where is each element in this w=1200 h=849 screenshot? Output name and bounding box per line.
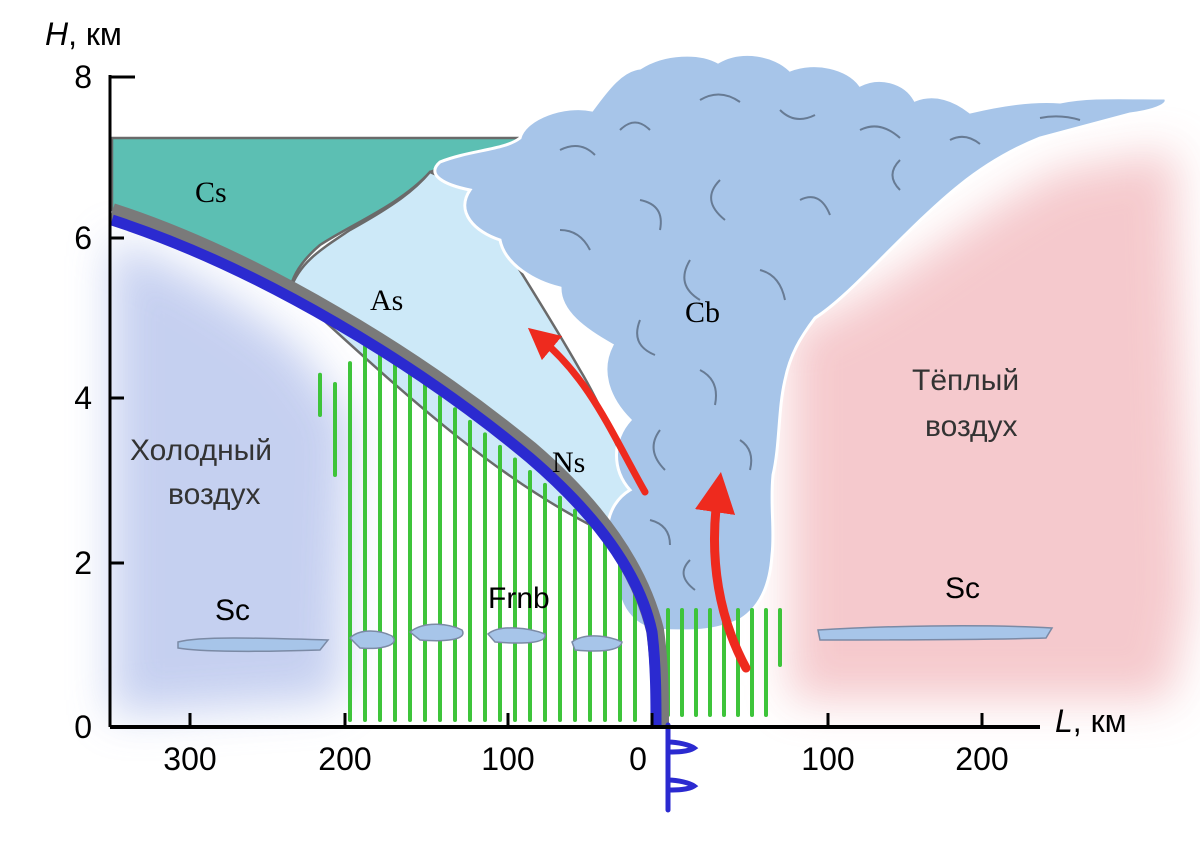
cold-front-surface xyxy=(110,214,662,726)
x-tick-label: 0 xyxy=(629,741,647,777)
warm-air-label-line1: Тёплый xyxy=(912,364,1019,397)
cb-texture xyxy=(559,93,1081,591)
axes xyxy=(108,75,1040,729)
as-ns-cloud xyxy=(288,170,642,532)
cold-air-region xyxy=(112,240,350,715)
sc-clouds xyxy=(177,623,1054,653)
x-tick-labels: 300 200 100 0 100 200 xyxy=(163,741,1008,777)
y-tick-labels: 0 2 4 6 8 xyxy=(74,59,92,745)
y-tick-label: 4 xyxy=(74,380,92,416)
x-ticks xyxy=(188,713,984,727)
updraft-arrow-right xyxy=(695,471,751,673)
x-tick-label: 200 xyxy=(318,741,371,777)
cb-label: Cb xyxy=(685,296,720,329)
frnb-label: Frnb xyxy=(488,582,550,615)
y-tick-label: 0 xyxy=(74,709,92,745)
as-label: As xyxy=(370,284,403,317)
y-axis-label: H, км xyxy=(45,16,122,52)
cb-cloud xyxy=(433,52,1168,633)
y-tick-label: 2 xyxy=(74,545,92,581)
warm-air-label-line2: воздух xyxy=(925,410,1018,443)
y-ticks xyxy=(110,236,124,565)
updraft-arrow-left xyxy=(527,327,649,496)
sc-left-label: Sc xyxy=(215,594,250,627)
x-tick-label: 100 xyxy=(481,741,534,777)
x-tick-label: 200 xyxy=(955,741,1008,777)
x-tick-label: 300 xyxy=(163,741,216,777)
ns-label: Ns xyxy=(552,446,585,479)
x-axis-label: L, км xyxy=(1055,703,1127,739)
cold-air-label-line1: Холодный xyxy=(130,434,272,467)
x-tick-label: 100 xyxy=(801,741,854,777)
sc-right-label: Sc xyxy=(945,572,980,605)
y-tick-label: 6 xyxy=(74,220,92,256)
cs-label: Cs xyxy=(195,176,227,209)
y-tick-label: 8 xyxy=(74,59,92,95)
front-symbol xyxy=(665,722,699,813)
warm-air-region xyxy=(790,150,1190,700)
precipitation-streaks xyxy=(318,344,782,722)
cold-air-label-line2: воздух xyxy=(168,478,261,511)
